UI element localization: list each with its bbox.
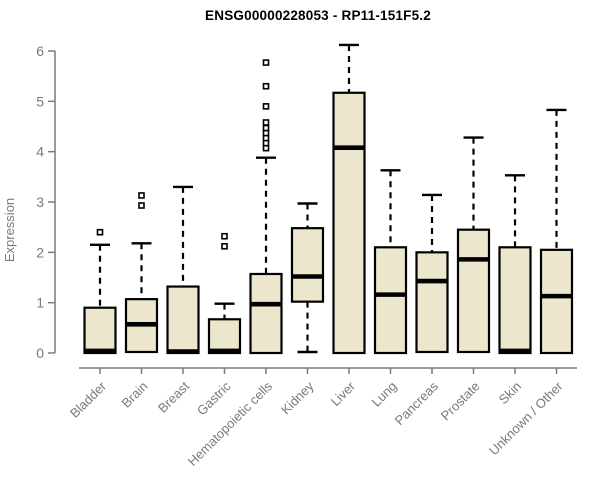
outlier-point-hematopoietic-cells (262, 103, 270, 110)
iqr-box-kidney (290, 227, 325, 303)
x-tick-label-kidney: Kidney (278, 378, 317, 417)
x-tick-label-lung: Lung (369, 379, 400, 410)
x-tick-label-brain: Brain (119, 379, 151, 411)
x-tick-label-bladder: Bladder (67, 378, 110, 421)
outlier-point-gastric (221, 232, 228, 240)
iqr-box-bladder (83, 306, 117, 355)
outlier-point-brain (138, 202, 145, 209)
iqr-box-skin (498, 246, 532, 355)
iqr-box-unknown-other (539, 248, 574, 355)
x-tick-label-breast: Breast (155, 378, 192, 415)
chart-title: ENSG00000228053 - RP11-151F5.2 (205, 8, 431, 23)
y-tick-label-3: 3 (36, 194, 44, 210)
outlier-point-bladder (96, 228, 104, 236)
outlier-point-hematopoietic-cells (262, 82, 270, 90)
outlier-point-hematopoietic-cells (262, 119, 270, 126)
y-axis-title: Expression (2, 198, 17, 262)
x-tick-label-prostate: Prostate (438, 379, 483, 424)
y-tick-label-0: 0 (36, 345, 44, 361)
x-tick-label-liver: Liver (328, 378, 359, 409)
outlier-point-hematopoietic-cells (262, 124, 270, 132)
x-tick-label-skin: Skin (496, 379, 524, 407)
iqr-box-hematopoietic-cells (249, 272, 283, 355)
x-tick-label-gastric: Gastric (194, 378, 234, 418)
iqr-box-gastric (207, 318, 242, 355)
iqr-box-liver (332, 91, 366, 355)
iqr-box-breast (166, 285, 200, 355)
iqr-box-prostate (456, 228, 491, 354)
iqr-box-pancreas (415, 251, 449, 354)
outlier-point-brain (138, 192, 145, 199)
outlier-point-gastric (221, 242, 228, 250)
y-tick-label-2: 2 (36, 244, 44, 260)
y-tick-label-5: 5 (36, 93, 44, 109)
y-tick-label-4: 4 (36, 144, 44, 160)
x-tick-label-pancreas: Pancreas (392, 378, 442, 428)
y-tick-label-1: 1 (36, 295, 44, 311)
iqr-box-lung (373, 246, 408, 355)
x-tick-label-unknown-other: Unknown / Other (486, 378, 566, 458)
outlier-point-hematopoietic-cells (262, 59, 270, 66)
y-tick-label-6: 6 (36, 43, 44, 59)
